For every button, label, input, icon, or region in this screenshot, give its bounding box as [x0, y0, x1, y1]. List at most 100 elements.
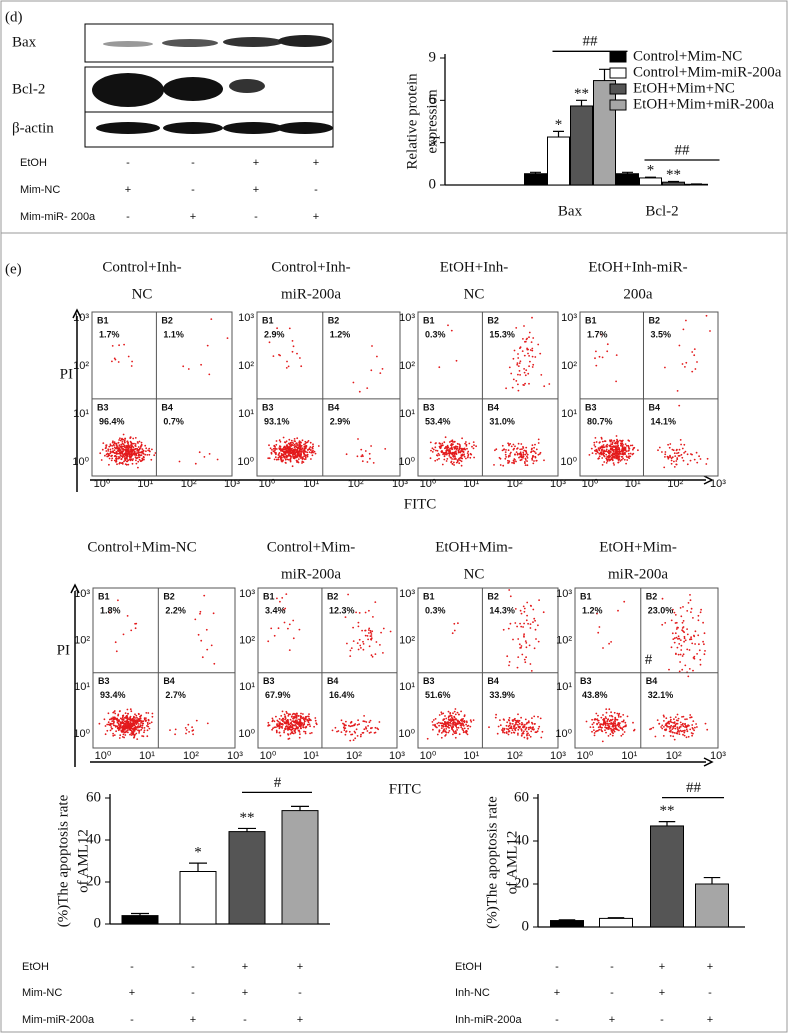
event-dot	[437, 452, 440, 455]
quadrant-name: B3	[423, 402, 435, 412]
event-dot	[624, 721, 627, 724]
flow-y-tick: 10¹	[399, 408, 415, 420]
event-dot	[298, 455, 301, 458]
event-dot	[524, 640, 527, 642]
event-dot	[598, 355, 601, 358]
event-dot	[131, 724, 134, 727]
event-dot	[288, 438, 291, 441]
event-dot	[102, 442, 105, 444]
event-dot	[687, 724, 689, 726]
event-dot	[609, 715, 611, 717]
event-dot	[681, 621, 684, 624]
quadrant-percent: 1.7%	[99, 329, 120, 339]
event-dot	[461, 453, 464, 456]
event-dot	[612, 462, 615, 464]
event-dot	[297, 450, 300, 452]
event-dot	[288, 649, 291, 651]
event-dot	[514, 445, 516, 448]
event-dot	[608, 642, 610, 645]
event-dot	[145, 450, 147, 453]
event-dot	[292, 444, 294, 447]
condition-sign: +	[609, 1014, 615, 1026]
flow-y-tick: 10¹	[399, 681, 415, 693]
event-dot	[690, 636, 692, 639]
condition-sign: +	[253, 184, 259, 196]
event-dot	[628, 440, 631, 442]
event-dot	[141, 735, 144, 737]
event-dot	[299, 722, 302, 725]
event-dot	[286, 360, 288, 363]
event-dot	[591, 452, 594, 454]
flow-x-tick: 10³	[710, 750, 726, 762]
event-dot	[138, 451, 141, 454]
event-dot	[304, 732, 307, 735]
event-dot	[374, 601, 377, 603]
error-bar	[576, 99, 587, 106]
quadrant-name: B2	[648, 315, 660, 325]
event-dot	[609, 733, 612, 736]
event-dot	[309, 446, 312, 448]
event-dot	[455, 726, 458, 729]
event-dot	[129, 440, 132, 443]
flow-x-tick: 10⁰	[420, 478, 437, 490]
event-dot	[605, 448, 608, 451]
flow-x-tick: 10²	[183, 750, 199, 762]
event-dot	[121, 452, 124, 455]
event-dot	[685, 736, 688, 739]
event-dot	[461, 437, 463, 440]
event-dot	[537, 453, 540, 456]
event-dot	[512, 731, 515, 734]
event-dot	[507, 459, 509, 462]
event-dot	[361, 454, 364, 456]
event-dot	[676, 452, 678, 455]
event-dot	[615, 380, 617, 383]
event-dot	[508, 460, 511, 463]
significance: *	[555, 117, 563, 133]
event-dot	[613, 449, 616, 451]
event-dot	[112, 732, 114, 735]
arrow-head	[703, 757, 714, 767]
plot-title: Control+Mim-	[267, 539, 355, 555]
event-dot	[626, 715, 629, 718]
y-axis-label: expression	[424, 89, 440, 154]
event-dot	[275, 726, 277, 729]
event-dot	[661, 727, 664, 730]
y-axis-label: PI	[57, 642, 70, 658]
event-dot	[364, 450, 367, 452]
event-dot	[472, 441, 475, 443]
event-dot	[281, 710, 284, 713]
event-dot	[682, 620, 685, 622]
event-dot	[133, 722, 136, 725]
event-dot	[673, 611, 676, 614]
event-dot	[120, 458, 123, 460]
event-dot	[110, 726, 113, 728]
event-dot	[623, 458, 626, 461]
event-dot	[124, 457, 127, 460]
event-dot	[195, 719, 198, 722]
event-dot	[533, 647, 536, 650]
plot-title: NC	[464, 566, 485, 582]
event-dot	[613, 439, 616, 442]
event-dot	[118, 728, 121, 730]
event-dot	[625, 444, 628, 447]
event-dot	[112, 724, 115, 727]
event-dot	[287, 454, 290, 457]
event-dot	[363, 728, 366, 731]
event-dot	[226, 337, 229, 339]
event-dot	[296, 720, 298, 723]
event-dot	[687, 675, 690, 678]
event-dot	[611, 715, 614, 718]
event-dot	[469, 719, 472, 722]
event-dot	[140, 728, 143, 731]
event-dot	[627, 450, 630, 452]
event-dot	[297, 458, 300, 460]
event-dot	[122, 728, 125, 731]
event-dot	[337, 730, 340, 732]
quadrant-percent: 15.3%	[489, 329, 515, 339]
event-dot	[591, 723, 594, 726]
event-dot	[282, 454, 285, 457]
event-dot	[693, 348, 696, 350]
event-dot	[682, 606, 684, 608]
event-dot	[453, 732, 456, 734]
event-dot	[106, 723, 109, 726]
